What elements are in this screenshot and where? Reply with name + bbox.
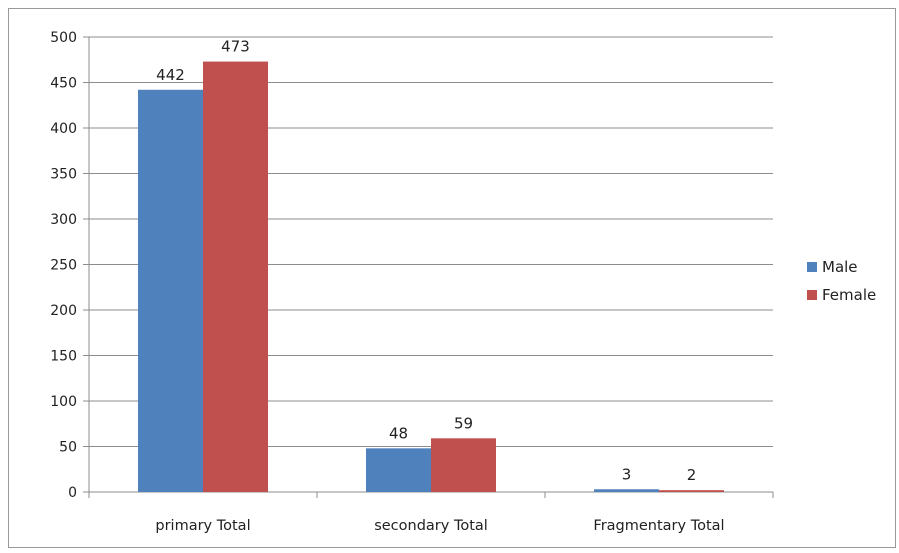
- data-label-female-2: 2: [687, 466, 697, 484]
- legend-label-male: Male: [822, 258, 858, 276]
- x-category-label: Fragmentary Total: [593, 518, 724, 534]
- y-tick-label: 400: [50, 121, 77, 137]
- bars: [138, 61, 724, 492]
- bar-female-1: [431, 438, 496, 492]
- y-tick-label: 100: [50, 394, 77, 410]
- y-tick-label: 0: [68, 485, 77, 501]
- y-tick-label: 350: [50, 167, 77, 183]
- bar-male-0: [138, 89, 203, 492]
- data-label-male-1: 48: [389, 424, 408, 442]
- legend: Male Female: [807, 258, 876, 304]
- data-label-male-2: 3: [622, 465, 632, 483]
- data-label-male-0: 442: [156, 66, 185, 84]
- y-tick-label: 200: [50, 303, 77, 319]
- legend-swatch-female: [807, 290, 817, 300]
- bar-chart: 0 50 100 150 200 250 300 350 400 450 500 primary To…: [50, 30, 876, 534]
- bar-male-1: [366, 448, 431, 492]
- y-tick-label: 300: [50, 212, 77, 228]
- data-labels: 442 473 48 59 3 2: [156, 38, 696, 485]
- axes: 0 50 100 150 200 250 300 350 400 450 500 primary To…: [50, 30, 774, 534]
- chart-frame: 0 50 100 150 200 250 300 350 400 450 500 primary To…: [8, 8, 896, 548]
- y-tick-label: 250: [50, 258, 77, 274]
- legend-label-female: Female: [822, 286, 876, 304]
- data-label-female-1: 59: [454, 414, 473, 432]
- y-tick-label: 50: [59, 440, 77, 456]
- bar-female-2: [659, 490, 724, 492]
- y-tick-label: 150: [50, 349, 77, 365]
- bar-male-2: [594, 489, 659, 492]
- data-label-female-0: 473: [221, 38, 250, 56]
- legend-swatch-male: [807, 262, 817, 272]
- y-tick-label: 450: [50, 76, 77, 92]
- bar-female-0: [203, 61, 268, 492]
- x-category-label: secondary Total: [374, 518, 488, 534]
- x-category-label: primary Total: [155, 518, 250, 534]
- y-tick-label: 500: [50, 30, 77, 46]
